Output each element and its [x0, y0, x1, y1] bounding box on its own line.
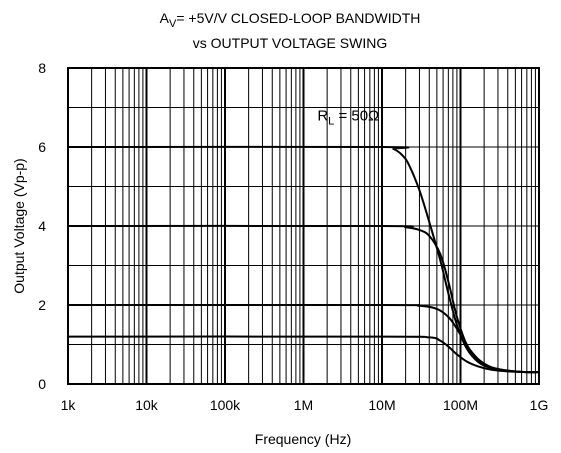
title-subscript: V [169, 18, 177, 30]
annotation-rest: = 50Ω [334, 107, 379, 124]
x-tick-label: 10M [368, 397, 395, 413]
y-tick-label: 4 [38, 218, 46, 234]
y-tick-label: 2 [38, 297, 46, 313]
title-rest: = +5V/V CLOSED-LOOP BANDWIDTH [176, 10, 420, 26]
x-tick-label: 10k [135, 397, 159, 413]
y-tick-label: 8 [38, 60, 46, 76]
x-tick-label: 1G [530, 397, 549, 413]
series-layer [67, 145, 540, 374]
chart-title-line1: AV= +5V/V CLOSED-LOOP BANDWIDTH [160, 10, 421, 30]
annotation-prefix: R [317, 107, 328, 124]
annotation-subscript: L [328, 115, 334, 127]
chart-title-line2: vs OUTPUT VOLTAGE SWING [193, 35, 387, 51]
x-tick-label: 1M [294, 397, 313, 413]
tick-label-layer: 1k 10k 100k 1M 10M 100M 1G 0 2 4 6 8 [38, 60, 548, 413]
y-tick-label: 0 [38, 376, 46, 392]
series-line-4 [67, 335, 540, 374]
load-resistance-annotation: RL = 50Ω [317, 107, 379, 127]
x-tick-label: 100k [210, 397, 241, 413]
plot-area-frame [67, 67, 540, 385]
x-tick-label: 1k [61, 397, 77, 413]
title-prefix: A [160, 10, 170, 26]
y-axis-label: Output Voltage (Vp-p) [11, 158, 27, 293]
x-tick-label: 100M [443, 397, 478, 413]
y-tick-label: 6 [38, 139, 46, 155]
x-axis-label: Frequency (Hz) [255, 431, 351, 447]
